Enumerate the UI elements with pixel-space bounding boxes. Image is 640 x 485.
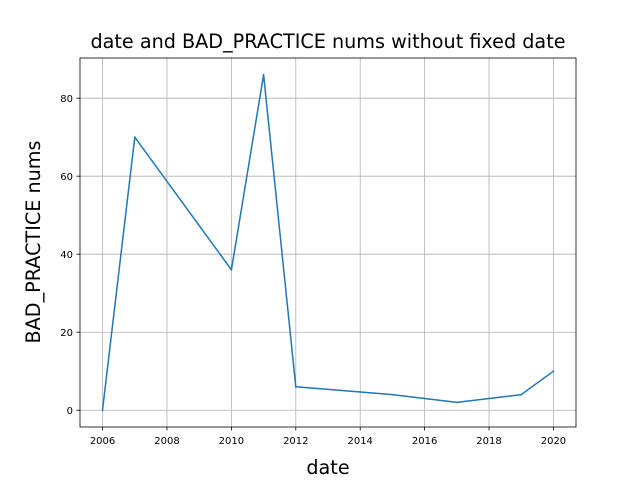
y-tick-label: 20 bbox=[60, 328, 73, 339]
y-tick-label: 60 bbox=[60, 172, 73, 183]
x-tick-label: 2006 bbox=[90, 436, 115, 447]
y-tick-label: 40 bbox=[60, 250, 73, 261]
data-point bbox=[294, 385, 297, 388]
x-tick-label: 2012 bbox=[283, 436, 308, 447]
data-point bbox=[552, 370, 555, 373]
y-axis: 0 20 40 60 80 bbox=[60, 94, 80, 417]
x-tick-label: 2014 bbox=[347, 436, 372, 447]
x-axis: 2006 2008 2010 2012 2014 2016 2018 2020 bbox=[90, 427, 566, 447]
data-point bbox=[101, 409, 104, 412]
y-tick-label: 0 bbox=[67, 406, 73, 417]
series-layer bbox=[101, 73, 555, 412]
data-point bbox=[133, 136, 136, 139]
data-point bbox=[230, 268, 233, 271]
plot-frame bbox=[79, 57, 577, 428]
x-tick-label: 2010 bbox=[219, 436, 244, 447]
data-point bbox=[262, 73, 265, 76]
data-point bbox=[455, 401, 458, 404]
y-axis-label: BAD_PRACTICE nums bbox=[22, 141, 45, 344]
data-point bbox=[391, 393, 394, 396]
x-tick-label: 2020 bbox=[541, 436, 566, 447]
chart-title: date and BAD_PRACTICE nums without fixed… bbox=[90, 30, 565, 53]
x-axis-label: date bbox=[306, 456, 349, 479]
x-tick-label: 2018 bbox=[476, 436, 501, 447]
plot-background bbox=[80, 58, 576, 427]
data-point bbox=[520, 393, 523, 396]
x-tick-label: 2008 bbox=[154, 436, 179, 447]
x-tick-label: 2016 bbox=[412, 436, 437, 447]
y-tick-label: 80 bbox=[60, 94, 73, 105]
